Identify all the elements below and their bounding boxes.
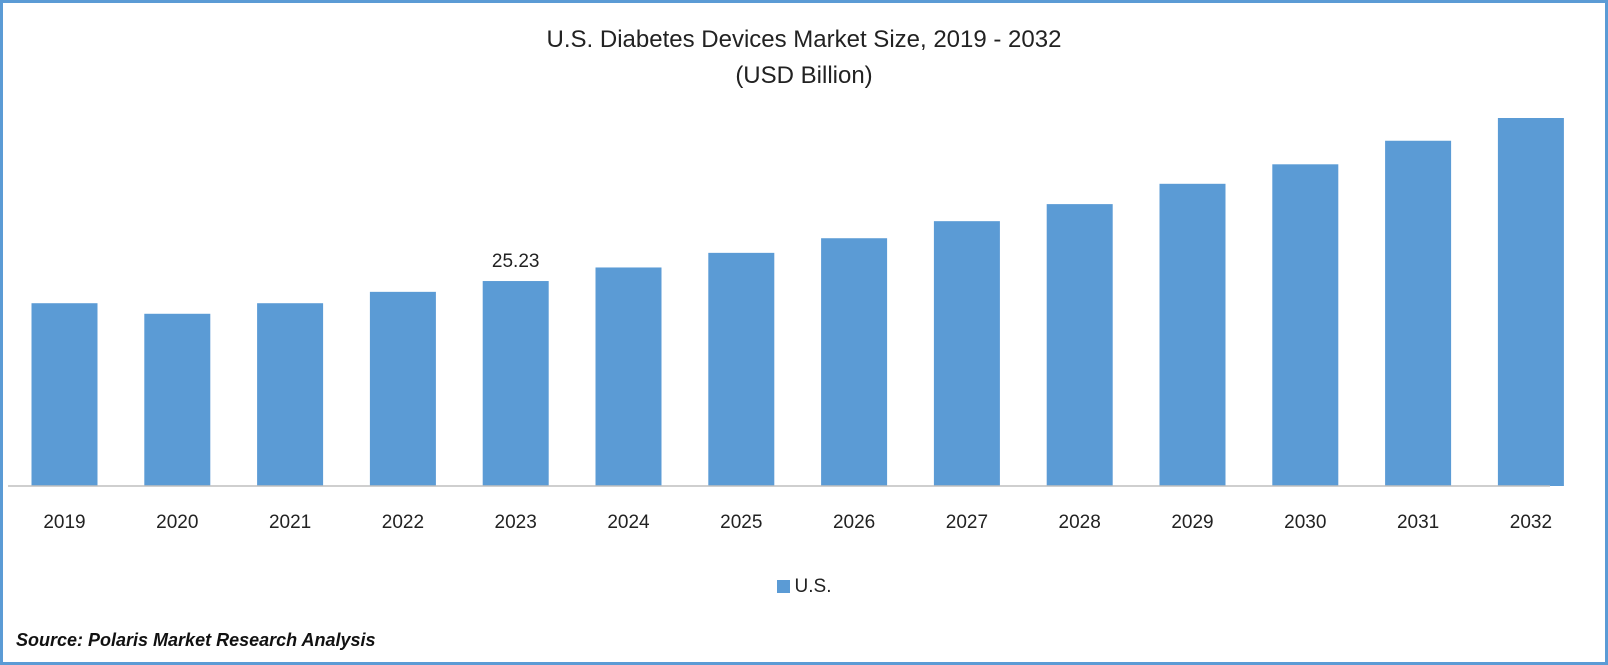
bar-2032 (1497, 118, 1564, 486)
chart-title: U.S. Diabetes Devices Market Size, 2019 … (546, 26, 1062, 53)
x-tick-label: 2029 (1171, 512, 1213, 533)
bar-2025 (708, 252, 775, 486)
data-label: 25.23 (492, 251, 540, 272)
x-tick-label: 2022 (382, 512, 424, 533)
x-tick-label: 2025 (720, 512, 762, 533)
legend-label: U.S. (794, 576, 832, 597)
legend: U.S. (0, 576, 1608, 598)
x-tick-label: 2020 (156, 512, 198, 533)
bars-group (31, 118, 1564, 487)
bar-2020 (144, 313, 211, 486)
bar-2026 (821, 238, 888, 486)
bar-2031 (1385, 140, 1452, 486)
x-tick-label: 2024 (607, 512, 650, 533)
x-tick-label: 2019 (43, 512, 85, 533)
bar-2024 (595, 267, 662, 486)
bar-2027 (933, 221, 1000, 486)
x-tick-label: 2031 (1397, 512, 1439, 533)
x-tick-label: 2032 (1510, 512, 1552, 533)
x-tick-labels: 2019 2020 2021 2022 2023 2024 2025 2026 2027 2028… (43, 512, 1552, 533)
bar-2029 (1159, 183, 1226, 486)
data-labels: 25.23 (492, 251, 540, 272)
chart-subtitle: (USD Billion) (735, 62, 873, 89)
x-tick-label: 2021 (269, 512, 311, 533)
x-tick-label: 2027 (946, 512, 988, 533)
bar-2022 (369, 291, 436, 486)
bar-2019 (31, 303, 98, 486)
x-tick-label: 2026 (833, 512, 875, 533)
x-tick-label: 2023 (495, 512, 537, 533)
source-note: Source: Polaris Market Research Analysis (16, 630, 376, 650)
bar-2028 (1046, 204, 1113, 486)
bar-2023 (482, 281, 549, 486)
bar-2030 (1272, 164, 1339, 487)
x-tick-label: 2030 (1284, 512, 1326, 533)
x-tick-label: 2028 (1059, 512, 1101, 533)
bar-2021 (257, 303, 324, 486)
legend-swatch (776, 580, 790, 593)
